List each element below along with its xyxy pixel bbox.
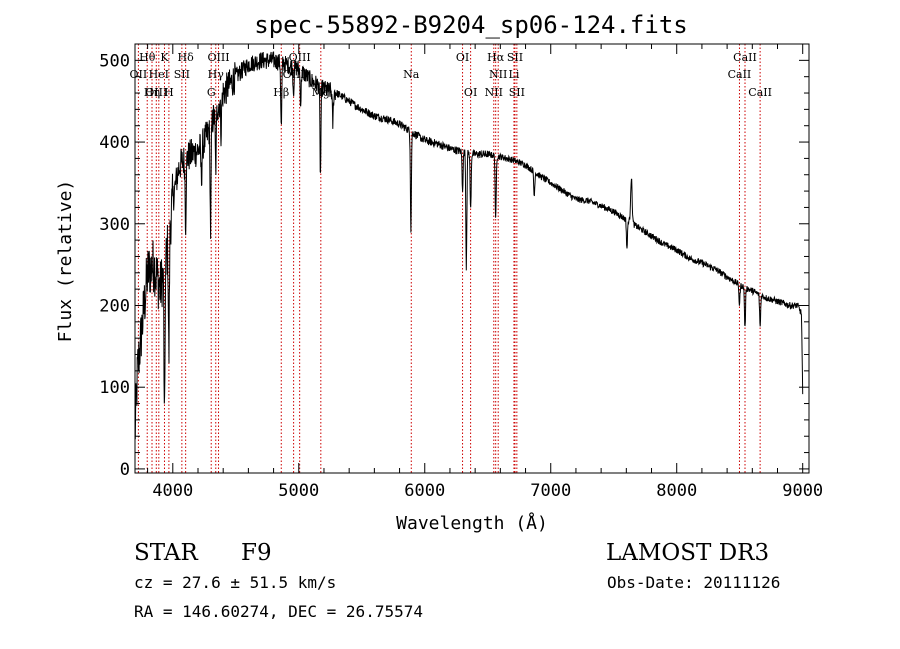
line-label: OIII — [207, 51, 229, 64]
line-label: SII — [507, 51, 523, 64]
y-tick-label: 100 — [99, 378, 130, 398]
line-label: CaII — [748, 86, 772, 99]
line-label: Hθ — [139, 51, 156, 64]
y-tick-label: 400 — [99, 133, 130, 153]
x-tick-label: 9000 — [782, 481, 823, 501]
line-label: OIII — [145, 86, 167, 99]
line-label: OI — [464, 86, 477, 99]
object-class: STAR — [134, 540, 198, 566]
x-tick-label: 4000 — [152, 481, 193, 501]
line-marker-group — [137, 44, 761, 473]
y-tick-label: 500 — [99, 51, 130, 71]
line-label: SII — [174, 68, 190, 81]
line-label: SII — [509, 86, 525, 99]
y-tick-label: 200 — [99, 296, 130, 316]
x-tick-label: 6000 — [404, 481, 445, 501]
x-tick-label: 5000 — [278, 481, 319, 501]
spectrum-line — [134, 51, 804, 440]
line-label: Hγ — [208, 68, 225, 81]
x-tick-label: 8000 — [656, 481, 697, 501]
chart-title: spec-55892-B9204_sp06-124.fits — [254, 11, 687, 39]
line-label: OI — [456, 51, 469, 64]
line-label: NII — [489, 68, 507, 81]
line-label: Li — [509, 68, 520, 81]
y-tick-label: 300 — [99, 215, 130, 235]
plot-frame — [134, 43, 810, 474]
line-label: OIII — [283, 68, 305, 81]
x-tick-label: 7000 — [530, 481, 571, 501]
line-label: NII — [485, 86, 503, 99]
line-label: Hα — [487, 51, 505, 64]
y-tick-label: 0 — [120, 460, 130, 480]
coordinates: RA = 146.60274, DEC = 26.75574 — [134, 602, 423, 621]
obs-date: Obs-Date: 20111126 — [607, 573, 780, 592]
line-label: OII — [130, 68, 148, 81]
y-axis-label: Flux (relative) — [55, 180, 76, 343]
line-label: HeI — [149, 68, 169, 81]
line-label: Na — [403, 68, 420, 81]
redshift-cz: cz = 27.6 ± 51.5 km/s — [134, 573, 336, 592]
line-label: G — [207, 86, 216, 99]
subclass: F9 — [241, 540, 272, 566]
line-label: Hδ — [178, 51, 195, 64]
survey-name: LAMOST DR3 — [606, 540, 769, 566]
line-label: Hβ — [273, 86, 289, 99]
x-axis-label: Wavelength (Å) — [396, 512, 548, 534]
line-label: Hη — [144, 86, 160, 99]
line-label: K — [160, 51, 169, 64]
line-label: CaII — [728, 68, 752, 81]
y-axis-ticks: 0 100 200 300 400 500 — [99, 51, 809, 480]
line-label: CaII — [733, 51, 757, 64]
line-label: H — [164, 86, 174, 99]
line-label: OIII — [289, 51, 311, 64]
x-axis-ticks: 4000 5000 6000 7000 8000 9000 — [147, 44, 823, 501]
